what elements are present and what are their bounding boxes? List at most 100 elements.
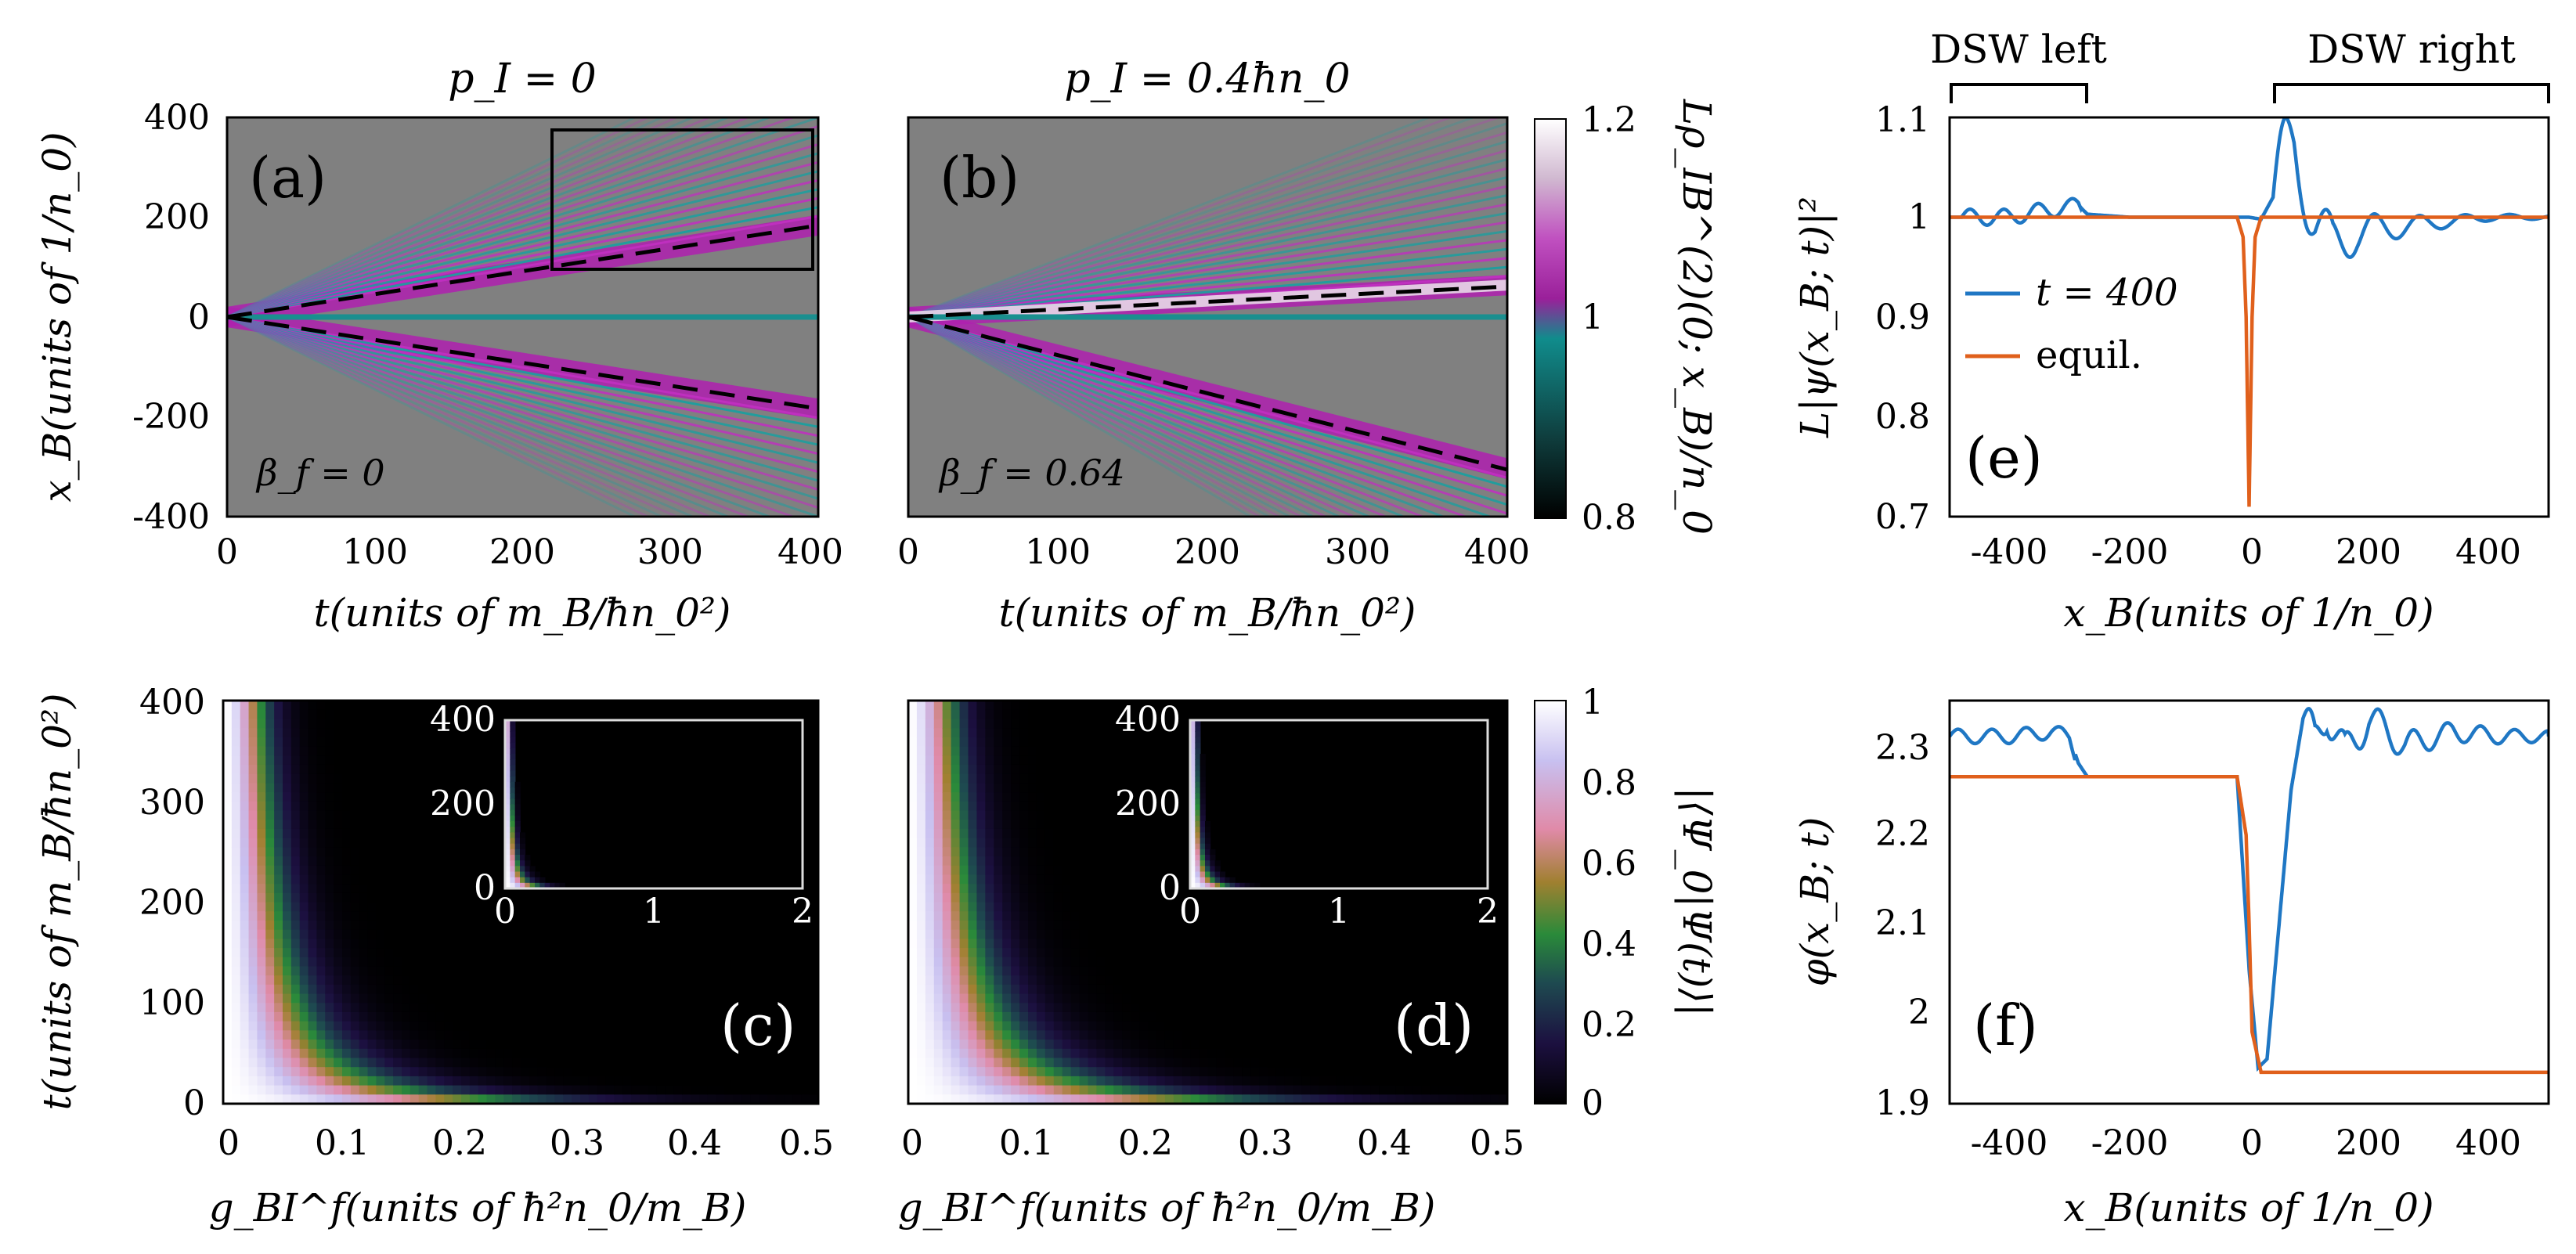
heatmap-cell — [402, 993, 411, 1004]
heatmap-cell — [933, 801, 943, 812]
heatmap-cell — [402, 1030, 411, 1040]
heatmap-cell — [231, 939, 241, 949]
heatmap-cell — [648, 929, 658, 940]
heatmap-cell — [741, 709, 751, 720]
heatmap-cell — [968, 783, 978, 793]
heatmap-cell — [453, 847, 462, 857]
heatmap-cell — [1113, 810, 1124, 820]
heatmap-cell — [925, 764, 935, 775]
panel-b-xtick: 0 — [897, 532, 919, 572]
heatmap-cell — [691, 1076, 700, 1086]
heatmap-cell — [784, 1040, 794, 1050]
heatmap-cell — [367, 892, 377, 903]
heatmap-cell — [512, 957, 521, 968]
heatmap-cell — [325, 719, 334, 729]
heatmap-cell — [469, 701, 479, 711]
heatmap-cell — [1122, 856, 1131, 867]
heatmap-cell — [283, 1085, 292, 1096]
heatmap-cell — [976, 902, 987, 913]
heatmap-cell — [916, 746, 926, 757]
heatmap-cell — [240, 1003, 250, 1013]
heatmap-cell — [580, 984, 590, 995]
heatmap-cell — [1173, 709, 1183, 720]
heatmap-cell — [223, 737, 233, 748]
heatmap-cell — [257, 728, 267, 738]
heatmap-cell — [290, 1021, 301, 1032]
heatmap-cell — [1019, 948, 1029, 958]
heatmap-cell — [223, 939, 233, 949]
heatmap-cell — [1019, 975, 1029, 986]
heatmap-cell — [486, 1030, 496, 1040]
heatmap-cell — [402, 783, 411, 793]
heatmap-cell — [393, 1021, 402, 1032]
heatmap-cell — [724, 1040, 734, 1050]
heatmap-cell — [942, 1011, 952, 1022]
heatmap-cell — [478, 865, 488, 876]
heatmap-cell — [908, 719, 918, 729]
heatmap-cell — [290, 948, 301, 958]
heatmap-cell — [537, 911, 547, 921]
heatmap-cell — [512, 1076, 521, 1086]
heatmap-cell — [495, 773, 505, 784]
heatmap-cell — [1079, 1011, 1089, 1022]
heatmap-cell — [801, 1076, 810, 1086]
heatmap-cell — [925, 838, 935, 849]
inset-cell — [510, 781, 516, 788]
heatmap-cell — [529, 929, 539, 940]
heatmap-cell — [733, 1058, 743, 1068]
heatmap-cell — [640, 920, 649, 931]
heatmap-cell — [274, 701, 283, 711]
heatmap-cell — [546, 1094, 556, 1104]
heatmap-cell — [699, 1094, 709, 1104]
heatmap-cell — [1156, 1067, 1166, 1077]
heatmap-cell — [994, 801, 1004, 812]
heatmap-cell — [376, 1011, 386, 1022]
panel-b-xtick: 100 — [1025, 532, 1091, 572]
heatmap-cell — [334, 701, 343, 711]
heatmap-cell — [283, 856, 292, 867]
heatmap-cell — [622, 1030, 632, 1040]
heatmap-cell — [1028, 737, 1037, 748]
heatmap-cell — [750, 948, 759, 958]
heatmap-cell — [1173, 838, 1183, 849]
heatmap-cell — [554, 1085, 565, 1096]
heatmap-cell — [933, 719, 943, 729]
heatmap-cell — [985, 856, 995, 867]
heatmap-cell — [231, 701, 241, 711]
heatmap-cell — [916, 701, 926, 711]
heatmap-cell — [453, 856, 462, 867]
heatmap-cell — [283, 920, 292, 931]
heatmap-cell — [393, 984, 402, 995]
heatmap-cell — [801, 820, 810, 830]
fringe-line — [227, 315, 752, 517]
heatmap-cell — [741, 902, 751, 913]
heatmap-cell — [1139, 929, 1149, 940]
heatmap-cell — [257, 1048, 267, 1059]
heatmap-cell — [691, 929, 700, 940]
heatmap-cell — [274, 948, 283, 958]
heatmap-cell — [968, 828, 978, 839]
heatmap-cell — [435, 709, 446, 720]
heatmap-cell — [469, 1058, 479, 1068]
heatmap-cell — [444, 902, 453, 913]
heatmap-cell — [1182, 746, 1192, 757]
heatmap-cell — [942, 1003, 952, 1013]
heatmap-cell — [393, 709, 402, 720]
heatmap-cell — [691, 984, 700, 995]
heatmap-cell — [1079, 764, 1089, 775]
heatmap-cell — [325, 865, 334, 876]
heatmap-cell — [994, 783, 1004, 793]
heatmap-cell — [393, 874, 402, 885]
heatmap-cell — [1011, 820, 1020, 830]
heatmap-cell — [1148, 1040, 1157, 1050]
heatmap-cell — [265, 920, 275, 931]
fringe-line — [908, 149, 1507, 319]
panel-c-ytick: 200 — [139, 883, 205, 923]
heatmap-cell — [325, 709, 334, 720]
heatmap-cell — [985, 911, 995, 921]
heatmap-cell — [588, 902, 598, 913]
heatmap-cell — [316, 801, 327, 812]
heatmap-cell — [959, 810, 969, 820]
heatmap-cell — [402, 801, 411, 812]
heatmap-cell — [648, 892, 658, 903]
